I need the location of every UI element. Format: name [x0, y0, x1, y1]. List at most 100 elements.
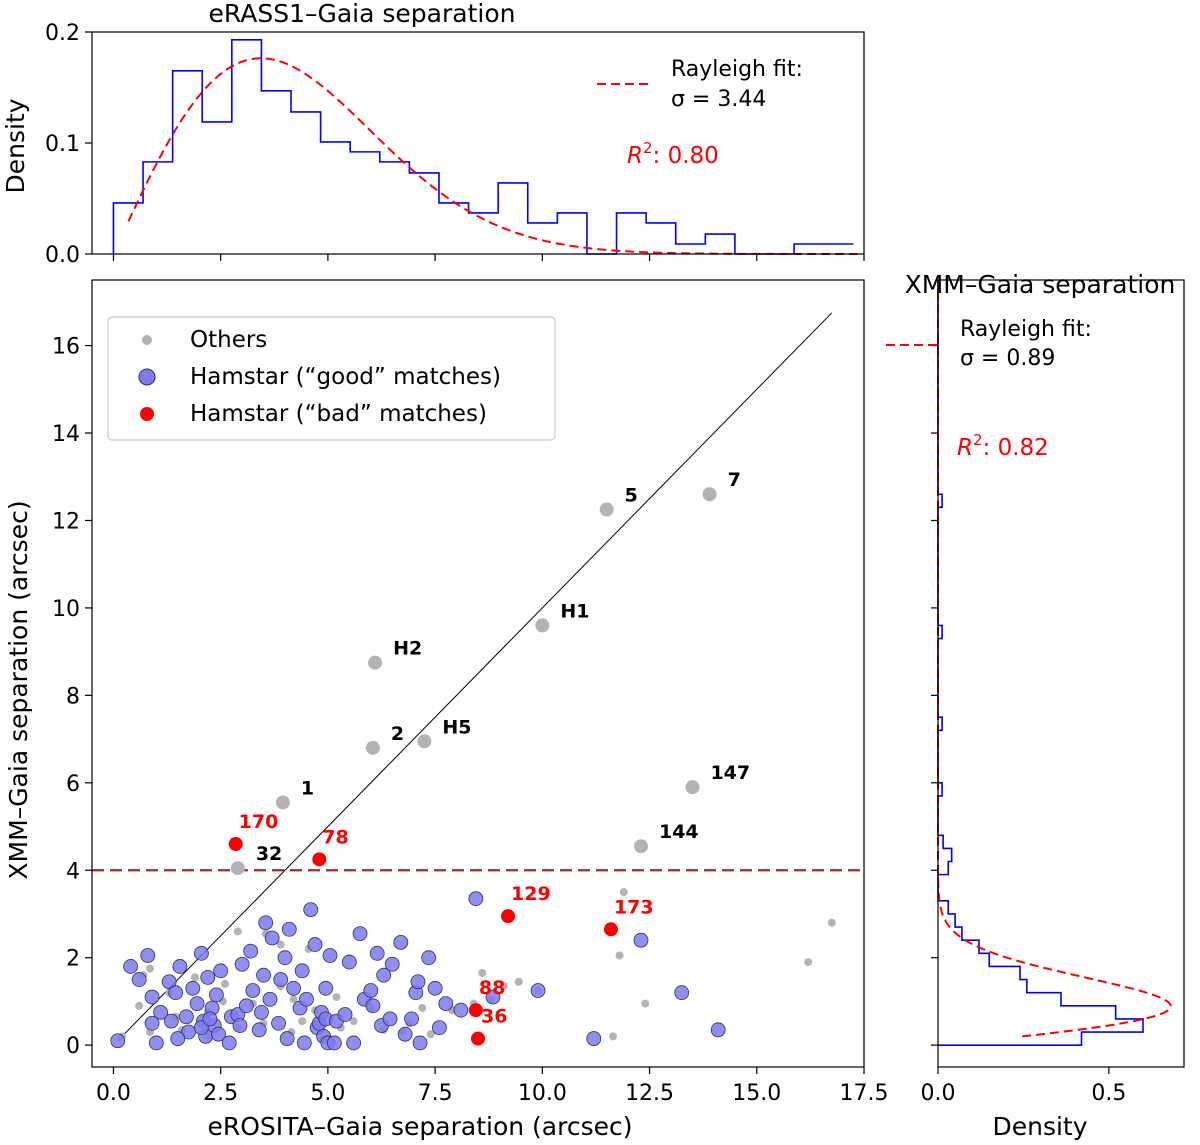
good-match-point: [208, 987, 224, 1003]
others-point: [499, 982, 508, 991]
legend-others-label: Others: [190, 327, 267, 353]
good-match-point: [213, 963, 229, 979]
others-point: [615, 951, 624, 960]
legend-bad-label: Hamstar (“bad” matches): [190, 401, 487, 427]
others-point: [332, 993, 341, 1002]
top-histogram-y-axis-label: Density: [1, 98, 30, 193]
others-point: [641, 999, 650, 1008]
right-rayleigh-fit-curve: [937, 282, 1172, 1038]
bad-match-point: [471, 1031, 485, 1046]
good-match-point: [299, 991, 314, 1007]
good-match-points: [110, 891, 726, 1051]
good-match-point: [421, 950, 437, 966]
good-match-point: [211, 1026, 226, 1042]
top-histogram-title: eRASS1–Gaia separation: [209, 0, 516, 28]
good-match-point: [254, 1004, 269, 1020]
bad-match-point: [603, 922, 618, 937]
good-match-point: [453, 1002, 469, 1018]
right-x-tick-label: 0.5: [1091, 1081, 1126, 1106]
scatter-y-tick-label: 12: [52, 509, 80, 534]
good-match-point: [185, 980, 201, 996]
right-histogram-x-ticks: 0.0 0.5: [921, 1067, 1126, 1106]
good-match-point: [318, 980, 334, 996]
good-match-point: [123, 959, 139, 974]
scatter-x-tick-label: 2.5: [203, 1081, 238, 1106]
others-labeled-point: [685, 780, 700, 795]
good-match-point: [273, 972, 289, 987]
good-match-point: [376, 967, 392, 983]
right-legend-fit-label: Rayleigh fit:: [960, 317, 1092, 342]
scatter-y-tick-label: 6: [66, 772, 80, 797]
others-point: [418, 1003, 427, 1012]
others-point: [514, 977, 523, 986]
scatter-x-tick-label: 5.0: [310, 1081, 345, 1106]
good-match-point: [412, 1035, 428, 1051]
others-point-label: 32: [256, 843, 282, 865]
good-match-point: [178, 1009, 194, 1025]
others-labeled-point: [417, 734, 432, 749]
others-point: [135, 1001, 144, 1010]
others-point-label: 5: [625, 485, 638, 507]
others-point: [827, 918, 836, 927]
top-y-tick-label: 0.2: [45, 21, 80, 46]
others-point-label: H1: [560, 600, 589, 622]
good-match-point: [243, 943, 259, 959]
others-point-label: 1: [301, 777, 314, 799]
right-r2-value: : 0.82: [983, 435, 1049, 461]
good-match-point: [384, 956, 400, 972]
good-match-point: [238, 998, 254, 1014]
good-match-point: [286, 980, 301, 996]
scatter-x-tick-label: 17.5: [840, 1081, 889, 1106]
scatter-y-tick-label: 10: [52, 597, 80, 622]
others-point: [426, 1030, 435, 1039]
good-match-point: [303, 902, 319, 917]
others-point-label: 2: [391, 723, 404, 745]
others-point: [276, 940, 285, 949]
good-match-point: [468, 891, 484, 907]
good-match-point: [346, 1035, 362, 1051]
others-labeled-point: [365, 740, 380, 755]
good-match-point: [193, 945, 209, 961]
scatter-y-tick-label: 4: [66, 859, 80, 884]
good-match-point: [710, 1022, 726, 1038]
good-match-point: [294, 963, 310, 979]
top-r2-annotation: R2: 0.80: [627, 139, 719, 169]
others-labeled-point: [230, 861, 245, 876]
bad-point-label: 88: [479, 977, 505, 999]
top-histogram-y-ticks: 0.0 0.1 0.2: [45, 21, 92, 268]
good-match-point: [352, 926, 368, 942]
good-match-point: [322, 948, 338, 963]
good-match-point: [144, 989, 160, 1005]
good-match-point: [200, 969, 216, 985]
good-match-point: [397, 1026, 413, 1042]
others-point-label: 7: [728, 469, 741, 491]
good-match-point: [189, 996, 205, 1012]
good-match-point: [281, 921, 297, 937]
legend-others-marker: [142, 335, 152, 345]
right-histogram-title: XMM–Gaia separation: [905, 270, 1176, 299]
right-r2-annotation: R2: 0.82: [957, 431, 1049, 461]
good-match-point: [262, 991, 278, 1007]
good-match-point: [277, 950, 293, 966]
scatter-y-tick-label: 0: [66, 1034, 80, 1059]
scatter-y-tick-label: 14: [52, 422, 80, 447]
good-match-point: [163, 1013, 179, 1029]
good-match-point: [341, 954, 357, 970]
good-match-point: [202, 1011, 218, 1027]
right-x-tick-label: 0.0: [921, 1081, 956, 1106]
others-labeled-point: [702, 487, 717, 502]
good-match-point: [168, 985, 184, 1001]
good-match-point: [485, 989, 501, 1005]
others-point: [233, 927, 242, 936]
others-point: [609, 1032, 618, 1041]
scatter-x-tick-label: 7.5: [418, 1081, 453, 1106]
good-match-point: [382, 1011, 398, 1027]
good-match-point: [404, 1011, 419, 1027]
good-match-point: [438, 996, 454, 1012]
good-match-point: [586, 1031, 602, 1046]
scatter-x-tick-label: 10.0: [518, 1081, 567, 1106]
scatter-x-ticks: 0.0 2.5 5.0 7.5 10.0 12.5 15.0 17.5: [96, 1067, 889, 1106]
top-y-tick-label: 0.0: [45, 243, 80, 268]
bad-point-label: 78: [322, 826, 348, 848]
right-histogram-x-axis-label: Density: [992, 1112, 1087, 1141]
